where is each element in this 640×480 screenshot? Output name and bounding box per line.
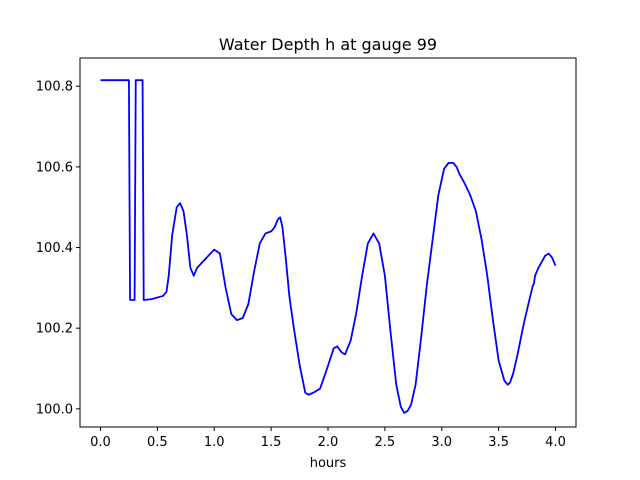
- y-axis-ticks: 100.0 100.2 100.4 100.6 100.8: [36, 80, 80, 417]
- y-tick-label: 100.8: [36, 80, 73, 95]
- x-axis-ticks: 0.0 0.5 1.0 1.5 2.0 2.5 3.0 3.5 4.0: [90, 427, 566, 450]
- x-tick-label: 0.5: [147, 435, 168, 450]
- x-tick-label: 3.0: [431, 435, 452, 450]
- water-depth-series-line: [100, 79, 557, 414]
- x-tick-label: 2.0: [318, 435, 339, 450]
- x-tick-label: 1.0: [204, 435, 225, 450]
- x-tick-label: 4.0: [545, 435, 566, 450]
- chart-title: Water Depth h at gauge 99: [219, 35, 437, 54]
- y-tick-label: 100.0: [36, 402, 73, 417]
- x-tick-label: 3.5: [488, 435, 509, 450]
- x-axis-label: hours: [310, 456, 347, 471]
- x-tick-label: 0.0: [90, 435, 111, 450]
- x-tick-label: 1.5: [261, 435, 282, 450]
- x-tick-label: 2.5: [375, 435, 396, 450]
- y-tick-label: 100.6: [36, 160, 73, 175]
- y-tick-label: 100.4: [36, 241, 73, 256]
- y-tick-label: 100.2: [36, 322, 73, 337]
